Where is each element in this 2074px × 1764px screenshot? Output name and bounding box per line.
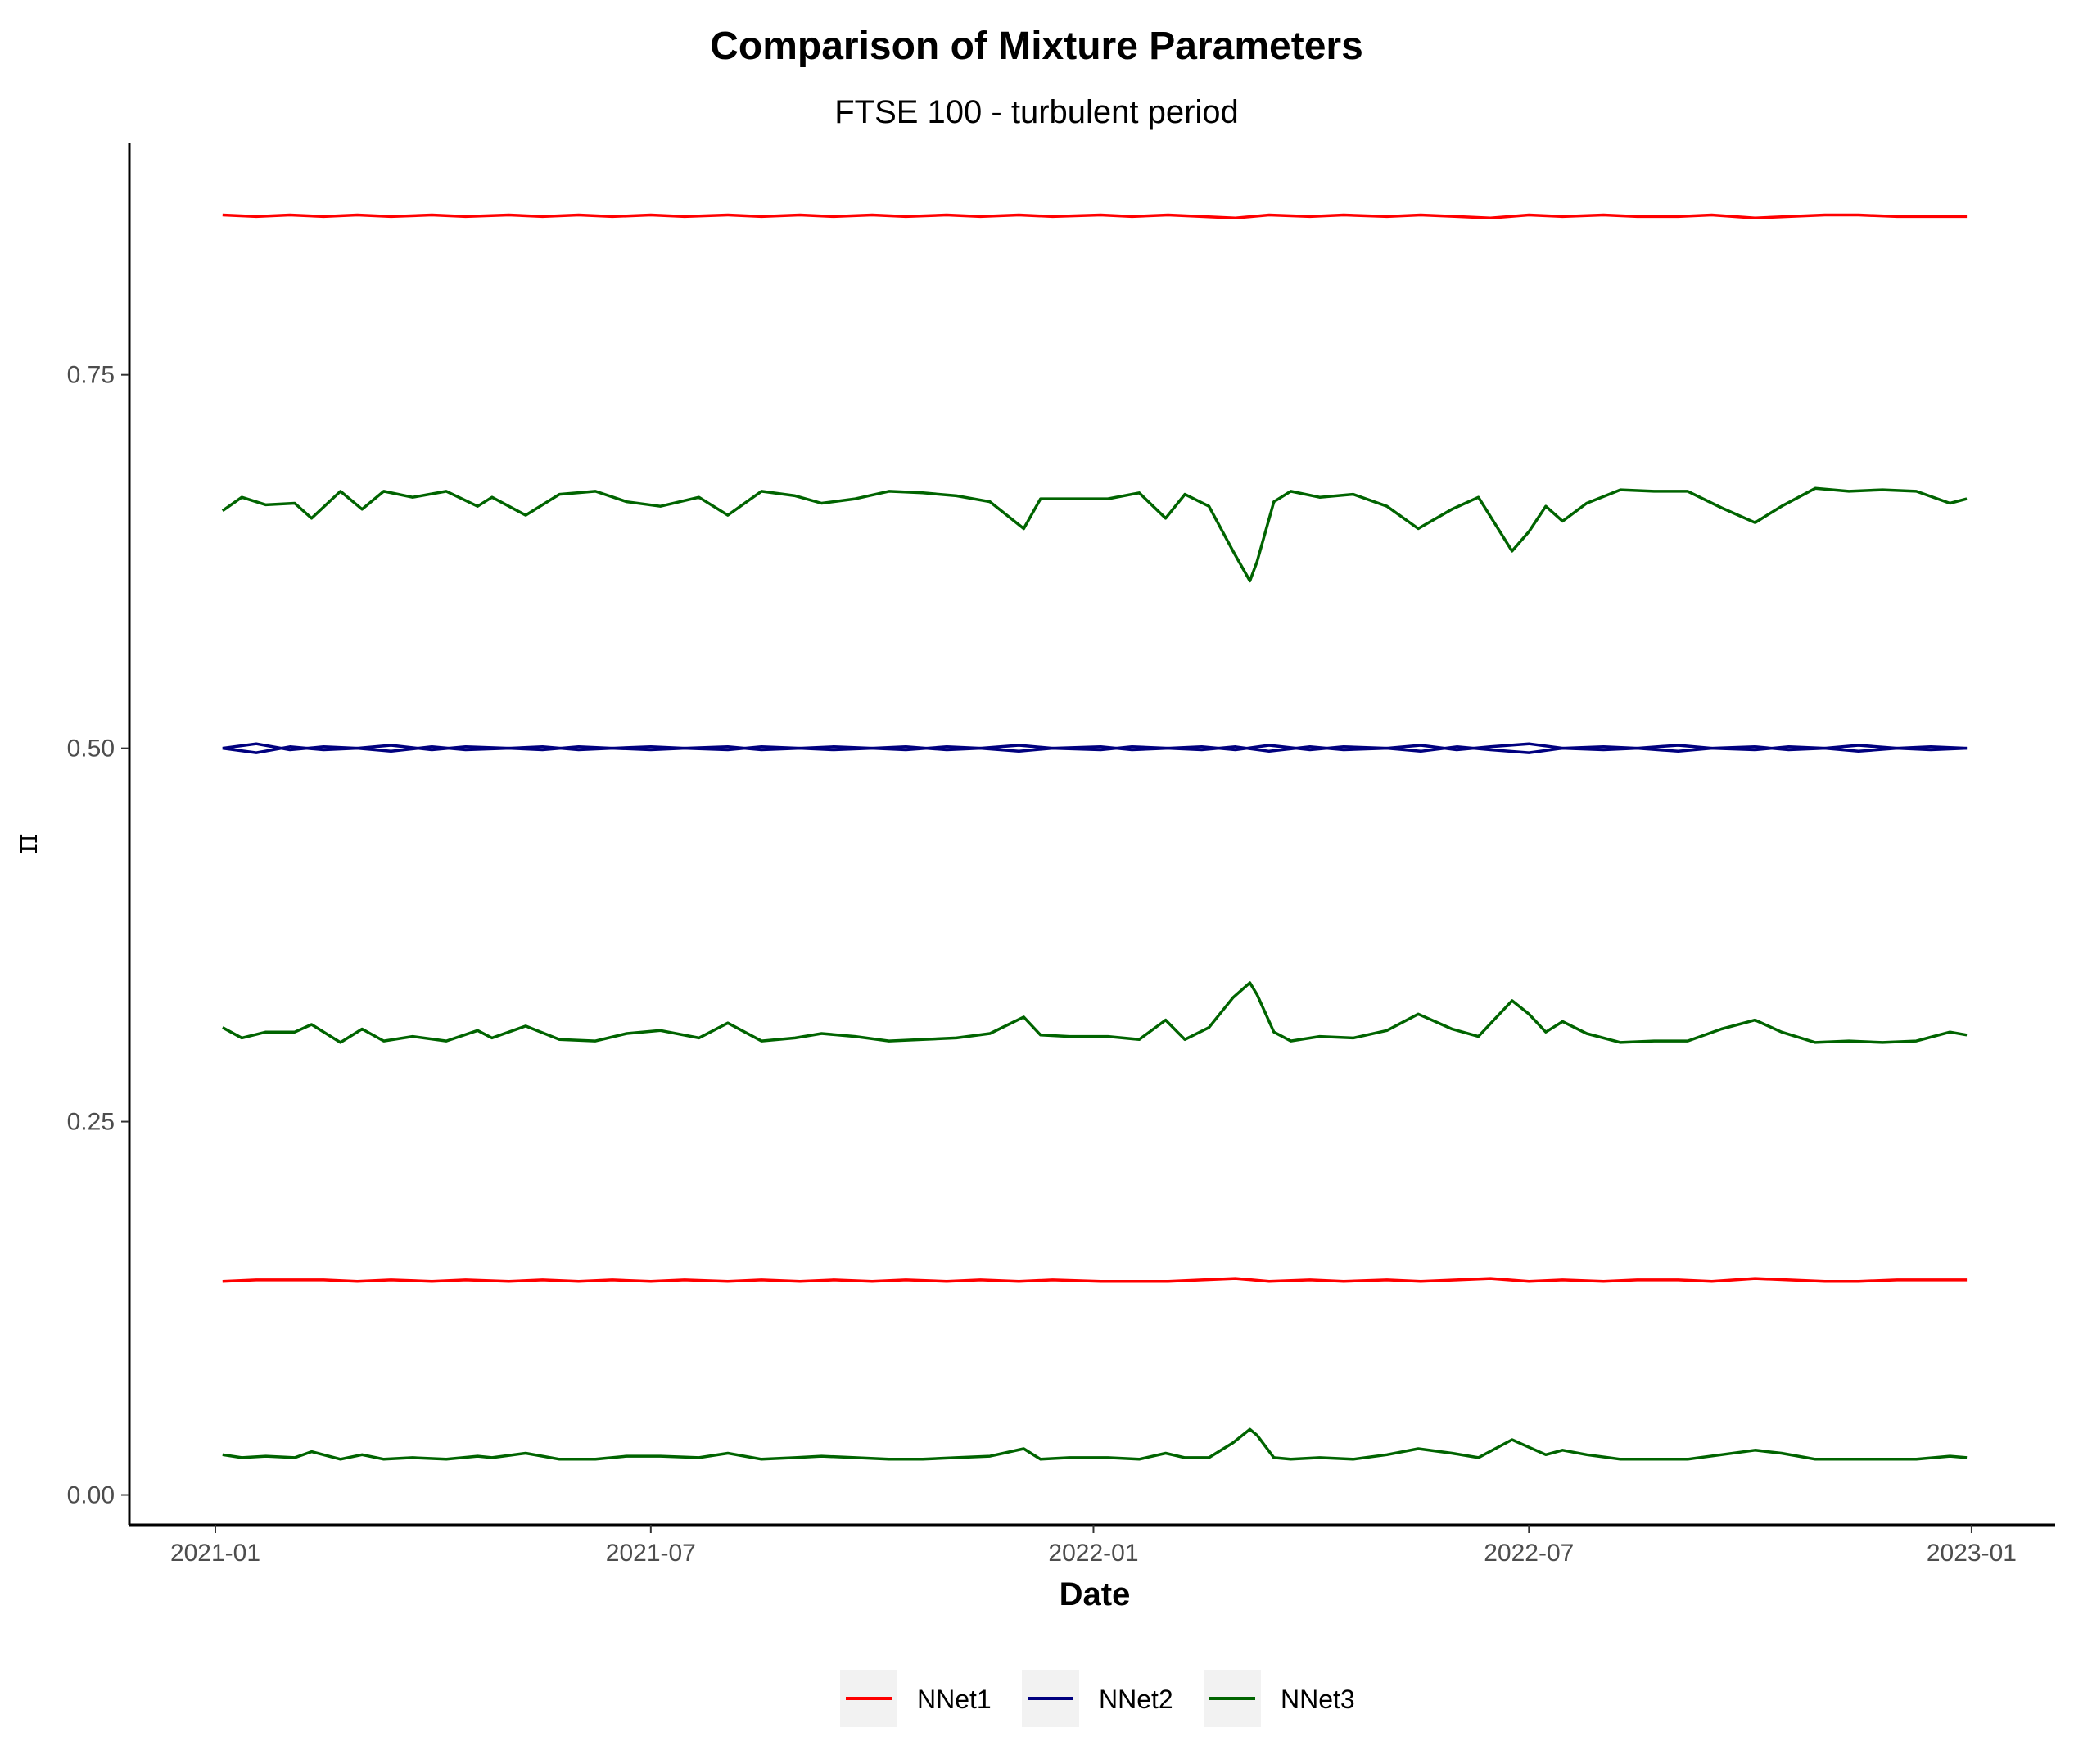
y-tick-label: 0.25 xyxy=(67,1109,115,1136)
x-tick-label: 2022-07 xyxy=(1484,1540,1574,1567)
legend-item-nnet2: NNet2 xyxy=(1022,1670,1173,1727)
series-line-nnet1-lower xyxy=(222,1277,1968,1283)
legend-label-nnet1: NNet1 xyxy=(917,1685,992,1714)
chart-title: Comparison of Mixture Parameters xyxy=(710,25,1363,68)
x-tick-label: 2021-07 xyxy=(606,1540,696,1567)
x-tick-label: 2021-01 xyxy=(170,1540,260,1567)
series-line-nnet3-lower xyxy=(222,1427,1968,1461)
x-axis-title: Date xyxy=(1060,1576,1131,1612)
legend-label-nnet3: NNet3 xyxy=(1281,1685,1355,1714)
series-layer xyxy=(221,213,1968,1461)
y-axis-title: π xyxy=(8,834,44,854)
series-line-nnet2-b xyxy=(222,745,1968,754)
y-tick-label: 0.75 xyxy=(67,362,115,389)
legend: NNet1 NNet2 NNet3 xyxy=(840,1670,1355,1727)
legend-label-nnet2: NNet2 xyxy=(1099,1685,1173,1714)
series-line-nnet3-upper xyxy=(221,486,1968,583)
y-tick-label: 0.50 xyxy=(67,735,115,762)
x-ticks: 2021-01 2021-07 2022-01 2022-07 2023-01 xyxy=(170,1525,2017,1567)
x-tick-label: 2022-01 xyxy=(1048,1540,1138,1567)
y-tick-label: 0.00 xyxy=(67,1482,115,1509)
series-line-nnet3-middle xyxy=(221,981,1968,1044)
x-tick-label: 2023-01 xyxy=(1927,1540,2017,1567)
chart-subtitle: FTSE 100 - turbulent period xyxy=(834,94,1239,130)
y-ticks: 0.00 0.25 0.50 0.75 xyxy=(67,362,129,1509)
legend-item-nnet3: NNet3 xyxy=(1204,1670,1355,1727)
legend-item-nnet1: NNet1 xyxy=(840,1670,992,1727)
series-line-nnet1-upper xyxy=(222,213,1968,219)
